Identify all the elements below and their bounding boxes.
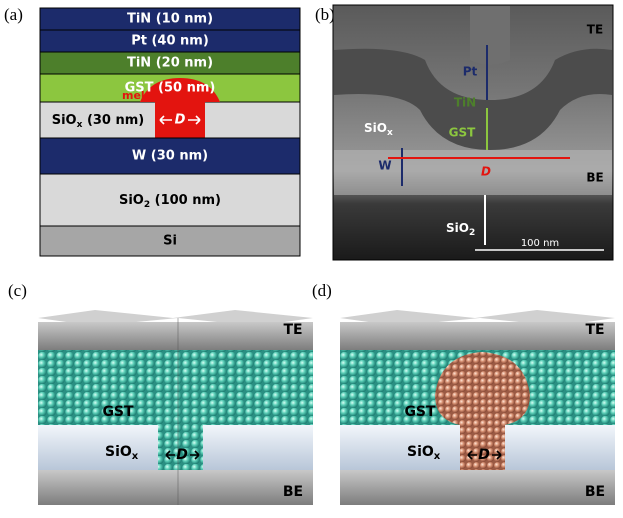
- model-3d: [340, 310, 615, 505]
- te-label: TE: [585, 322, 604, 338]
- layer-label: W (30 nm): [132, 149, 208, 164]
- shape: [505, 425, 615, 470]
- shape: [38, 470, 313, 505]
- shape: [38, 322, 313, 350]
- shape: [203, 425, 313, 470]
- figure: (a) TiN (10 nm) Pt (40 nm) TiN (20 nm) G…: [0, 0, 623, 518]
- d-label: D: [176, 447, 188, 463]
- text: SiO: [364, 121, 387, 135]
- be-label: BE: [283, 484, 303, 500]
- layer-label: TiN (20 nm): [127, 56, 213, 71]
- layer-label: TiN (10 nm): [127, 12, 213, 27]
- w-label: W: [378, 159, 391, 173]
- pt-label: Pt: [463, 65, 478, 79]
- panel-label: (c): [8, 281, 27, 300]
- shape: [334, 150, 612, 195]
- d-label: D: [478, 447, 490, 463]
- scale-label: 100 nm: [521, 238, 559, 249]
- shape: [38, 425, 158, 470]
- model-3d: [38, 310, 313, 505]
- panel-label: (b): [315, 5, 335, 24]
- subscript: x: [387, 128, 393, 138]
- text: SiO: [446, 221, 469, 235]
- tin-label: TiN: [454, 96, 476, 110]
- text: SiO: [52, 113, 77, 128]
- shape: [340, 470, 615, 505]
- text: (100 nm): [150, 193, 221, 208]
- shape: [470, 6, 510, 65]
- shape: [340, 425, 460, 470]
- text: SiO: [119, 193, 144, 208]
- text: SiO: [105, 444, 132, 460]
- subscript: x: [434, 451, 441, 462]
- layer-label: SiO2 (100 nm): [119, 193, 221, 210]
- be-label: BE: [585, 484, 605, 500]
- text: (30 nm): [82, 113, 144, 128]
- d-label: D: [481, 165, 491, 179]
- layer-label: SiOx (30 nm): [52, 113, 145, 130]
- te-label: TE: [587, 23, 603, 37]
- panel-label: (a): [4, 5, 23, 24]
- shape: [38, 350, 313, 425]
- gst-label: GST: [102, 404, 134, 420]
- layer-label: Pt (40 nm): [131, 34, 209, 49]
- melt-label: melt: [122, 89, 150, 102]
- layer-label: Si: [163, 234, 177, 249]
- gst-label: GST: [404, 404, 436, 420]
- te-label: TE: [283, 322, 302, 338]
- text: SiO: [407, 444, 434, 460]
- be-label: BE: [586, 171, 603, 185]
- subscript: 2: [469, 228, 475, 238]
- panel-label: (d): [312, 281, 332, 300]
- shape: [340, 322, 615, 350]
- subscript: x: [132, 451, 139, 462]
- gst-label: GST: [449, 126, 476, 140]
- d-label: D: [175, 113, 186, 128]
